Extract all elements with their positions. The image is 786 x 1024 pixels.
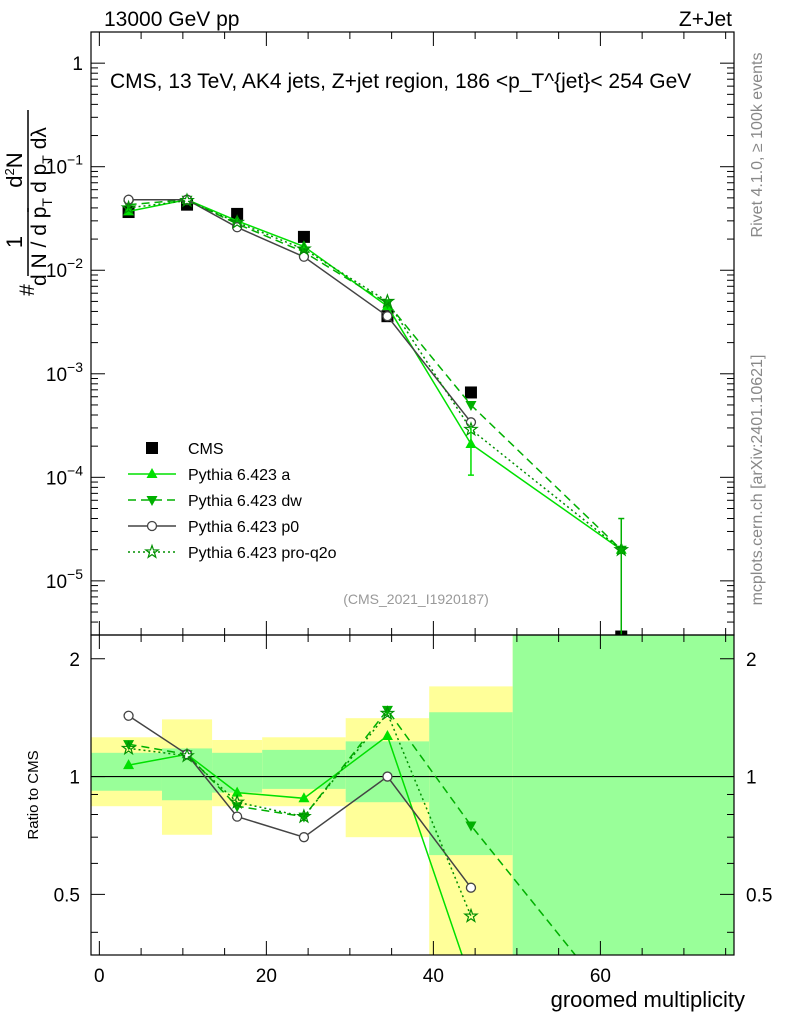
band-green xyxy=(429,712,513,856)
legend-label: Pythia 6.423 pro-q2o xyxy=(188,545,337,562)
ratio-point xyxy=(231,811,243,822)
series-cms xyxy=(122,198,628,635)
ratio-point xyxy=(379,705,396,721)
band-green xyxy=(212,752,263,793)
legend-marker xyxy=(146,496,158,506)
legend-item-cms: CMS xyxy=(146,441,224,458)
header-right: Z+Jet xyxy=(679,8,732,31)
ratio-point xyxy=(298,832,310,843)
series-pythia-6-423-p0 xyxy=(123,194,477,428)
legend-item-pythia-6-423-a: Pythia 6.423 a xyxy=(128,467,290,484)
ratio-y-tick-label: 1 xyxy=(69,768,80,789)
band-green xyxy=(512,635,734,955)
ratio-frame xyxy=(90,634,735,956)
legend-label: Pythia 6.423 p0 xyxy=(188,519,299,536)
ratio-y-tick-label-right: 1 xyxy=(746,768,757,789)
x-tick-label: 40 xyxy=(423,966,444,987)
ratio-point xyxy=(123,759,135,770)
ratio-point xyxy=(123,740,135,751)
svg-text:1: 1 xyxy=(2,236,27,248)
chart-title: CMS, 13 TeV, AK4 jets, Z+jet region, 186… xyxy=(110,70,691,93)
data-point xyxy=(298,240,310,251)
legend-label: Pythia 6.423 dw xyxy=(188,493,302,510)
mcplots-label: mcplots.cern.ch [arXiv:2401.10621] xyxy=(749,355,766,606)
ratio-point xyxy=(381,705,393,716)
ratio-series-pythia-6-423-pro-q2o xyxy=(120,705,479,923)
analysis-label: (CMS_2021_I1920187) xyxy=(343,591,489,607)
data-point xyxy=(382,311,393,322)
legend-label: CMS xyxy=(188,441,224,458)
ratio-point xyxy=(465,882,477,893)
ratio-line xyxy=(128,711,472,917)
data-point xyxy=(229,214,246,230)
data-point xyxy=(231,222,243,233)
ratio-y-label: Ratio to CMS xyxy=(25,750,42,839)
data-point xyxy=(296,240,312,256)
y-tick-label: 10−5 xyxy=(46,566,83,593)
ratio-point xyxy=(463,907,479,923)
ratio-point xyxy=(229,793,246,810)
data-point xyxy=(379,293,396,309)
data-point xyxy=(297,230,310,243)
ratio-point xyxy=(298,812,310,823)
ratio-y-tick-label: 2 xyxy=(69,650,80,671)
x-tick-label: 60 xyxy=(590,966,611,987)
data-point xyxy=(465,400,477,411)
legend: CMS Pythia 6.423 a Pythia 6.423 dw Pythia 6… xyxy=(128,441,337,562)
legend-item-pythia-6-423-dw: Pythia 6.423 dw xyxy=(128,493,302,510)
data-point xyxy=(231,207,244,220)
legend-marker xyxy=(144,543,160,559)
ratio-point xyxy=(465,821,477,832)
ratio-point xyxy=(381,729,393,740)
y-tick-label: 10−4 xyxy=(46,462,83,489)
ratio-point xyxy=(123,710,134,721)
ratio-line xyxy=(128,734,463,955)
legend-item-pythia-6-423-p0: Pythia 6.423 p0 xyxy=(128,519,299,536)
svg-text:d N / d pT: d N / d pT xyxy=(28,198,55,286)
series-line xyxy=(128,198,472,423)
ratio-point xyxy=(382,771,393,782)
legend-marker xyxy=(146,442,158,454)
svg-text:d2N: d2N xyxy=(2,152,27,187)
ratio-point xyxy=(120,740,137,756)
svg-text:#: # xyxy=(0,200,5,212)
y-tick-label: 1 xyxy=(72,54,83,75)
ratio-y-tick-label-right: 2 xyxy=(746,650,757,671)
x-tick-label: 0 xyxy=(94,966,105,987)
ratio-point xyxy=(179,747,195,763)
data-point xyxy=(179,192,195,208)
rivet-label: Rivet 4.1.0, ≥ 100k events xyxy=(749,53,766,238)
x-axis-label: groomed multiplicity xyxy=(551,987,745,1012)
y-tick-label: 10−3 xyxy=(46,359,83,386)
band-green xyxy=(262,749,346,789)
band-green xyxy=(91,752,162,791)
y-tick-label: 10−2 xyxy=(46,255,83,282)
legend-label: Pythia 6.423 a xyxy=(188,467,290,484)
svg-text:#: # xyxy=(16,284,39,296)
ratio-point xyxy=(231,786,243,797)
ratio-line xyxy=(128,715,472,889)
legend-marker xyxy=(146,468,158,478)
data-point xyxy=(120,199,137,215)
legend-item-pythia-6-423-pro-q2o: Pythia 6.423 pro-q2o xyxy=(128,543,337,562)
ratio-y-tick-label-right: 0.5 xyxy=(746,885,772,906)
legend-marker xyxy=(146,520,158,532)
ratio-y-tick-label: 0.5 xyxy=(54,885,80,906)
ratio-point xyxy=(296,808,312,824)
x-tick-label: 20 xyxy=(256,966,277,987)
ratio-point xyxy=(298,792,310,803)
header-left: 13000 GeV pp xyxy=(104,8,239,31)
data-point xyxy=(464,386,477,399)
